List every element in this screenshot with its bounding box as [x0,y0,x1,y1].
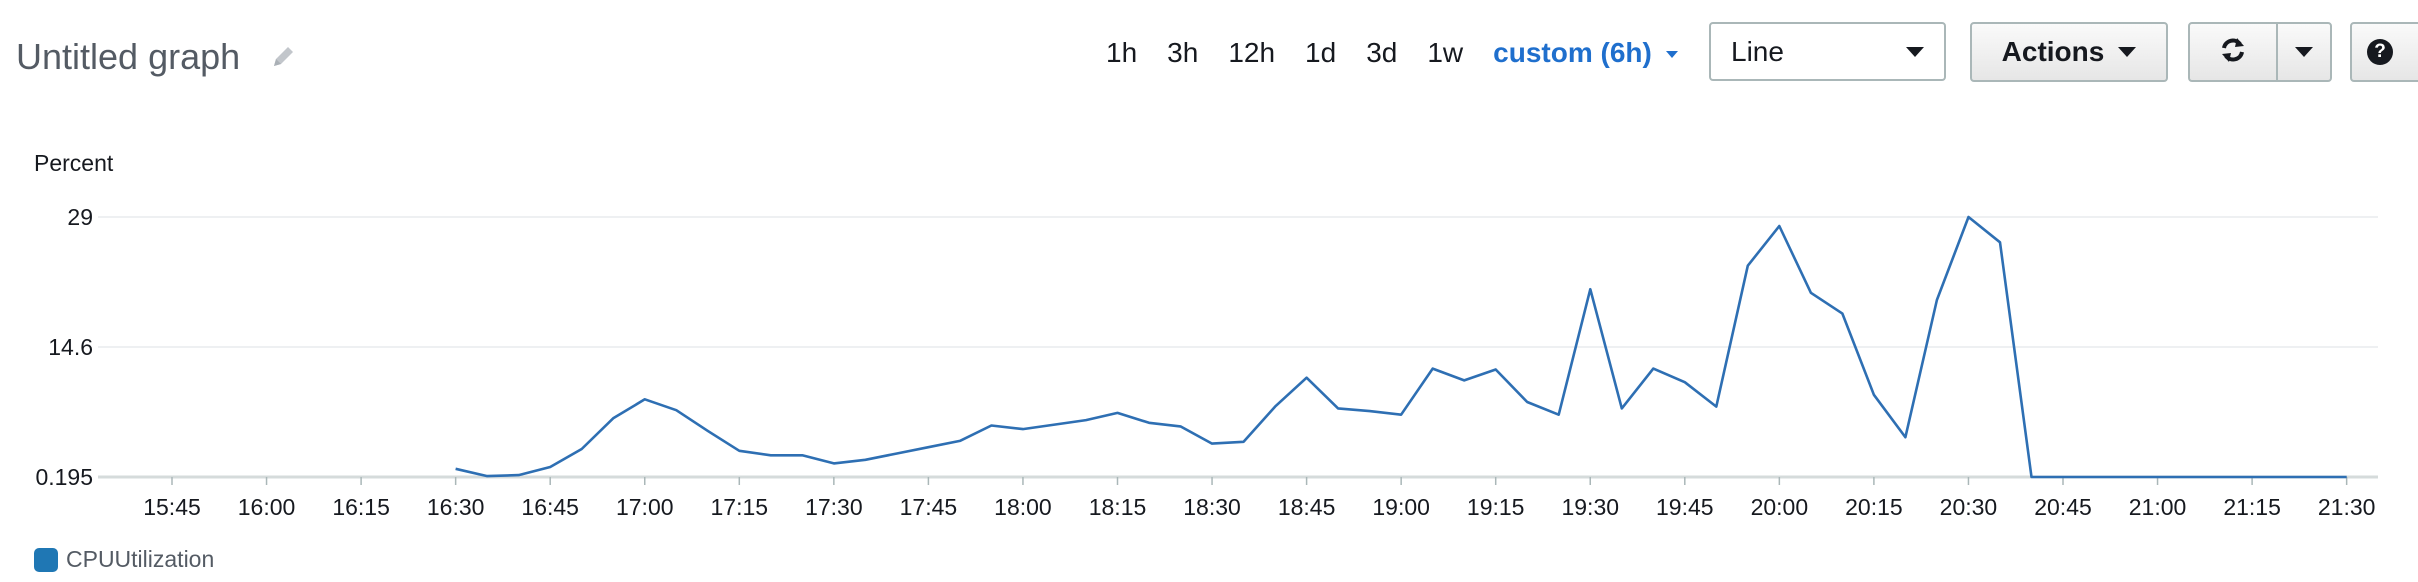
x-tick-label: 15:45 [143,494,201,520]
x-tick-label: 17:00 [616,494,674,520]
pencil-icon[interactable] [268,42,298,72]
graph-type-value: Line [1731,35,1784,67]
x-tick-label: 17:15 [711,494,769,520]
help-icon: ? [2367,39,2393,65]
range-12h[interactable]: 12h [1228,37,1276,68]
legend-swatch[interactable] [34,547,58,572]
x-tick-label: 19:15 [1467,494,1525,520]
x-tick-label: 19:00 [1372,494,1430,520]
actions-button[interactable]: Actions [1970,22,2168,82]
refresh-icon [2218,35,2248,70]
graph-title-area: Untitled graph [16,36,298,78]
chevron-down-icon [1906,46,1924,57]
legend-label[interactable]: CPUUtilization [66,546,215,572]
range-1w[interactable]: 1w [1427,37,1464,68]
x-tick-label: 21:00 [2129,494,2187,520]
x-tick-label: 17:30 [805,494,863,520]
legend: CPUUtilization [34,546,214,573]
refresh-button[interactable] [2188,22,2278,82]
x-tick-label: 19:45 [1656,494,1714,520]
x-tick-label: 19:30 [1561,494,1619,520]
x-tick-label: 16:00 [238,494,296,520]
x-tick-label: 20:15 [1845,494,1903,520]
custom-range-dropdown[interactable]: custom (6h) [1493,37,1678,69]
help-button[interactable]: ? [2350,22,2418,82]
time-range-selector: 1h 3h 12h 1d 3d 1w custom (6h) [1106,30,1678,76]
range-1d[interactable]: 1d [1305,37,1337,68]
chevron-down-icon [1665,51,1678,58]
graph-type-select[interactable]: Line [1709,22,1946,81]
x-tick-label: 21:30 [2318,494,2376,520]
actions-label: Actions [2001,36,2105,67]
x-tick-label: 18:45 [1278,494,1336,520]
y-tick-label: 0.195 [35,464,93,490]
series-line[interactable] [455,215,2347,479]
range-3d[interactable]: 3d [1366,37,1398,68]
graph-title[interactable]: Untitled graph [16,36,241,77]
x-tick-label: 16:30 [427,494,485,520]
refresh-interval-dropdown[interactable] [2276,22,2332,82]
chevron-down-icon [2118,47,2137,57]
x-tick-label: 18:15 [1089,494,1147,520]
custom-range-label: custom (6h) [1493,37,1652,68]
y-axis-label: Percent [34,150,114,176]
x-tick-label: 20:30 [1940,494,1998,520]
x-tick-label: 17:45 [900,494,958,520]
x-tick-label: 21:15 [2223,494,2281,520]
y-tick-label: 29 [67,204,93,230]
line-chart[interactable]: 0.195 14.6 29 15:45 16:00 16:15 16:30 16:45 17:0… [0,190,2418,536]
chevron-down-icon [2295,47,2313,57]
x-tick-label: 18:30 [1183,494,1241,520]
x-tick-label: 20:00 [1751,494,1809,520]
y-tick-label: 14.6 [48,334,93,360]
x-tick-label: 16:45 [521,494,579,520]
x-tick-label: 18:00 [994,494,1052,520]
range-1h[interactable]: 1h [1106,37,1138,68]
range-3h[interactable]: 3h [1167,37,1199,68]
x-tick-label: 20:45 [2034,494,2092,520]
x-tick-label: 16:15 [332,494,390,520]
